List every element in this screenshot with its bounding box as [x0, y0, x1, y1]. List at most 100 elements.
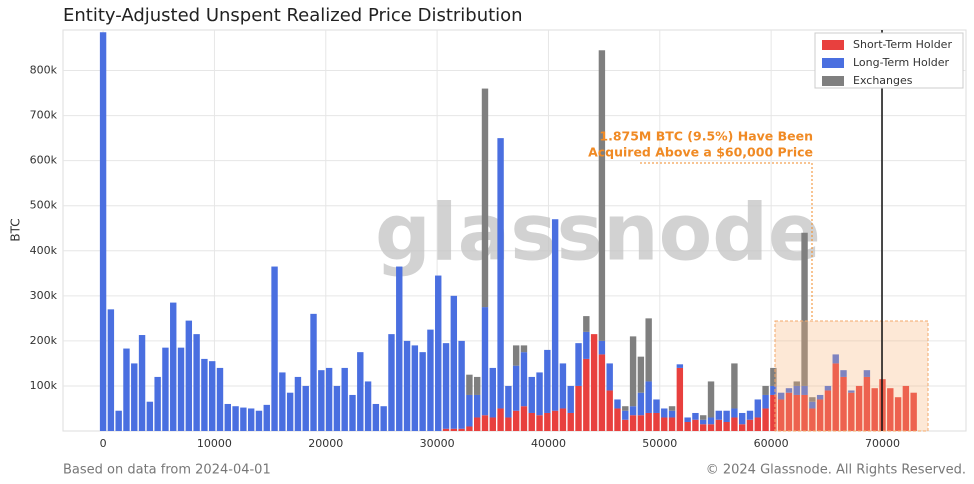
bar-segment	[629, 415, 637, 431]
bar-segment	[286, 392, 294, 431]
bar-segment	[559, 408, 567, 431]
bar-segment	[629, 406, 637, 416]
bar-segment	[528, 412, 535, 431]
bar-segment	[715, 410, 723, 420]
bar-segment	[450, 428, 458, 431]
bar-segment	[232, 406, 239, 431]
bar-segment	[668, 410, 676, 418]
annotation: Acquired Above a $60,000 Price	[588, 145, 813, 160]
bar-segment	[715, 419, 723, 431]
legend-label: Long-Term Holder	[853, 56, 950, 69]
bar-segment	[840, 376, 847, 431]
bar-segment	[349, 394, 356, 431]
bar-segment	[661, 408, 668, 418]
bar-segment	[520, 406, 528, 431]
bar-segment	[551, 219, 559, 411]
legend-swatch	[822, 40, 844, 50]
bar-segment	[240, 407, 247, 431]
copyright: © 2024 Glassnode. All Rights Reserved.	[706, 463, 966, 478]
y-tick-label: 400k	[30, 244, 58, 257]
bar-segment	[583, 358, 590, 431]
bar-segment	[754, 399, 761, 418]
bar-segment	[162, 347, 169, 431]
bar-segment	[855, 385, 863, 431]
x-tick-label: 50000	[642, 437, 677, 450]
bar-segment	[863, 376, 871, 431]
bar-segment	[388, 334, 395, 431]
bar-segment	[442, 343, 450, 429]
bar-segment	[575, 385, 582, 431]
bar-segment	[622, 410, 629, 420]
source-note: Based on data from 2024-04-01	[63, 463, 271, 478]
bar-segment	[590, 334, 598, 431]
bar-segment	[707, 424, 715, 431]
bar-segment	[816, 394, 824, 400]
bar-segment	[411, 345, 419, 431]
bar-segment	[216, 367, 224, 431]
bar-segment	[707, 381, 715, 418]
bar-segment	[528, 376, 535, 413]
bar-segment	[700, 415, 707, 420]
bar-segment	[700, 419, 707, 425]
bar-segment	[816, 399, 824, 431]
bar-segment	[364, 381, 372, 431]
bar-segment	[637, 392, 645, 416]
bar-segment	[481, 307, 489, 416]
bar-segment	[598, 50, 606, 341]
bar-segment	[770, 385, 777, 395]
x-tick-label: 20000	[308, 437, 343, 450]
y-tick-label: 500k	[30, 199, 58, 212]
bar-segment	[99, 32, 107, 431]
bar-segment	[435, 275, 442, 431]
bar-segment	[707, 417, 715, 425]
bar-segment	[801, 232, 808, 386]
bar-segment	[653, 412, 660, 431]
bar-segment	[520, 352, 528, 407]
bar-segment	[466, 374, 473, 395]
bar-segment	[333, 385, 341, 431]
bar-segment	[583, 331, 590, 359]
bar-segment	[255, 410, 263, 431]
bar-segment	[512, 410, 520, 431]
bar-segment	[777, 392, 785, 400]
legend-swatch	[822, 76, 844, 86]
bar-segment	[177, 347, 185, 431]
bar-segment	[848, 390, 855, 393]
bar-segment	[770, 394, 777, 431]
bar-segment	[645, 412, 652, 431]
bar-segment	[598, 340, 606, 355]
bar-segment	[325, 367, 333, 431]
bar-segment	[622, 419, 629, 431]
bar-segment	[910, 392, 917, 431]
bar-segment	[131, 363, 138, 431]
bar-segment	[466, 426, 473, 431]
bar-segment	[614, 408, 621, 431]
bar-segment	[785, 392, 793, 431]
bar-segment	[201, 358, 208, 431]
y-tick-label: 700k	[30, 109, 58, 122]
bar-segment	[731, 417, 738, 431]
bar-segment	[497, 138, 504, 409]
bar-segment	[279, 372, 286, 431]
annotation-leader	[640, 162, 813, 320]
bar-segment	[832, 363, 839, 431]
bar-segment	[154, 376, 161, 431]
bar-segment	[427, 329, 434, 431]
bar-segment	[762, 408, 769, 431]
bar-segment	[473, 394, 481, 418]
bar-segment	[863, 370, 871, 377]
bar-segment	[473, 376, 481, 395]
bar-segment	[700, 424, 707, 431]
bar-segment	[209, 361, 216, 431]
bar-segment	[637, 356, 645, 393]
bar-segment	[676, 367, 684, 431]
y-tick-label: 100k	[30, 379, 58, 392]
legend-label: Short-Term Holder	[853, 38, 952, 51]
bar-segment	[801, 385, 808, 395]
bar-segment	[661, 417, 668, 431]
bar-segment	[505, 385, 512, 418]
bar-segment	[668, 417, 676, 431]
bar-segment	[668, 406, 676, 411]
bar-segment	[793, 385, 800, 395]
bar-segment	[645, 381, 652, 413]
